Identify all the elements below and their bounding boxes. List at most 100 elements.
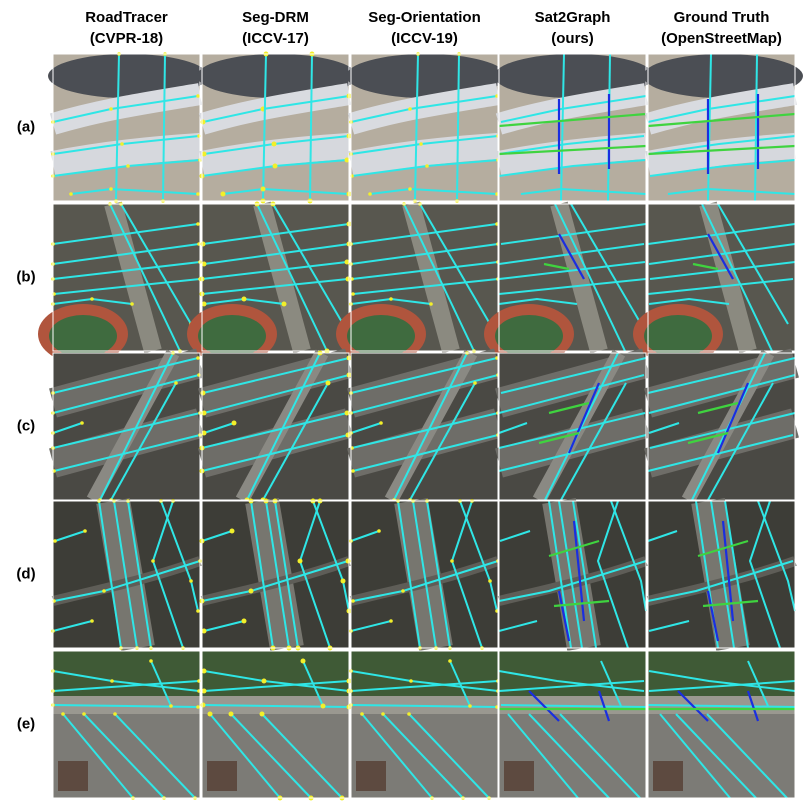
terrain	[197, 54, 357, 98]
vertex	[379, 421, 383, 425]
road-edge	[647, 560, 794, 602]
road-edge	[52, 374, 200, 414]
road-edge	[412, 500, 437, 649]
road-edge	[558, 500, 583, 649]
road-edge	[648, 620, 690, 632]
overpass-edge	[707, 233, 734, 280]
vertex	[360, 712, 364, 716]
tile-border	[201, 53, 350, 202]
road-edge	[498, 278, 647, 295]
underpass-edge	[543, 262, 570, 271]
underpass-edge	[687, 401, 739, 445]
road-edge	[52, 243, 200, 265]
vertex	[259, 711, 265, 717]
road-edge	[498, 297, 578, 305]
tile-border	[498, 500, 647, 649]
road-edge	[83, 713, 165, 799]
road-edge	[757, 500, 796, 612]
vertex	[174, 381, 178, 385]
column-title: Seg-Orientation	[368, 9, 481, 26]
road-edge	[649, 261, 796, 280]
road-edge	[202, 223, 350, 245]
road-edge	[261, 713, 343, 799]
row-label: (e)	[17, 715, 35, 732]
vertex	[109, 187, 113, 191]
vertex	[429, 302, 433, 306]
road-edge	[350, 680, 499, 692]
road-edge	[701, 203, 773, 352]
vertex	[61, 712, 65, 716]
terrain	[346, 54, 506, 98]
vertex	[102, 589, 106, 593]
vertex	[473, 381, 477, 385]
row-label: (d)	[16, 565, 35, 582]
road-edge	[419, 203, 491, 325]
road-edge	[53, 278, 201, 295]
column-title: Ground Truth	[674, 9, 770, 26]
tile-border	[498, 53, 647, 202]
road-edge	[350, 374, 499, 414]
road-edge	[246, 352, 321, 501]
road-edge	[706, 713, 788, 799]
road-edge	[596, 500, 629, 649]
road-edge	[498, 620, 538, 632]
terrain	[494, 54, 654, 98]
vertex	[389, 619, 393, 623]
vertex	[201, 628, 207, 634]
tile-border	[52, 53, 201, 202]
road-edge	[560, 382, 627, 501]
vertex	[220, 191, 226, 197]
image-tile	[498, 650, 647, 799]
tile-border	[647, 203, 796, 352]
image-tile	[48, 52, 208, 203]
road-edge	[498, 159, 646, 177]
road-edge	[748, 500, 781, 649]
underpass-edge	[692, 262, 719, 271]
vertex	[201, 261, 207, 267]
image-tile	[643, 53, 803, 202]
vertex	[248, 588, 254, 594]
road-edge	[647, 357, 796, 394]
road-edge	[52, 422, 83, 434]
vertex	[196, 192, 200, 196]
road-edge	[203, 374, 350, 414]
overpass-edge	[558, 233, 585, 280]
terrain	[653, 761, 683, 791]
terrain	[351, 714, 498, 798]
vertex	[381, 712, 385, 716]
vertex	[201, 668, 207, 674]
image-tile	[484, 201, 647, 364]
road-edge	[498, 422, 528, 434]
terrain	[207, 761, 237, 791]
image-tile	[51, 498, 202, 651]
vertex	[82, 712, 86, 716]
underpass-edge	[538, 401, 590, 445]
image-tile	[647, 650, 796, 799]
terrain	[53, 714, 200, 798]
terrain	[49, 315, 117, 357]
road-edge	[724, 500, 749, 649]
vertex	[325, 380, 331, 386]
road-edge	[648, 297, 730, 305]
column-subtitle: (ICCV-17)	[242, 30, 309, 47]
image-tile	[347, 348, 502, 504]
vertex	[468, 704, 472, 708]
vertex	[130, 302, 134, 306]
road-edge	[54, 530, 86, 542]
road-edge	[127, 500, 152, 649]
image-tile	[495, 348, 650, 504]
vertex	[207, 711, 213, 717]
image-tile	[349, 650, 500, 800]
tile-border	[350, 650, 499, 799]
vertex	[281, 301, 287, 307]
image-tile	[199, 498, 352, 651]
terrain	[691, 498, 750, 651]
road-edge	[754, 53, 758, 202]
vertex	[425, 164, 429, 168]
vertex	[241, 296, 247, 302]
underpass-edge	[697, 539, 759, 608]
image-tile	[198, 348, 353, 504]
vertex	[149, 659, 153, 663]
road-edge	[498, 560, 647, 602]
road-edge	[203, 680, 350, 692]
